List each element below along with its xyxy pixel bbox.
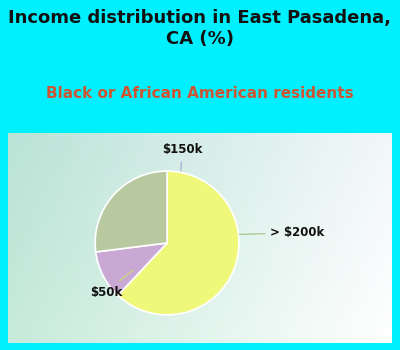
Text: > $200k: > $200k bbox=[239, 226, 324, 239]
Wedge shape bbox=[118, 171, 239, 315]
Text: Income distribution in East Pasadena,
CA (%): Income distribution in East Pasadena, CA… bbox=[8, 9, 392, 48]
Wedge shape bbox=[95, 171, 167, 252]
Wedge shape bbox=[96, 243, 167, 295]
Text: $50k: $50k bbox=[90, 270, 133, 299]
Text: $150k: $150k bbox=[162, 144, 202, 171]
Text: Black or African American residents: Black or African American residents bbox=[46, 86, 354, 101]
